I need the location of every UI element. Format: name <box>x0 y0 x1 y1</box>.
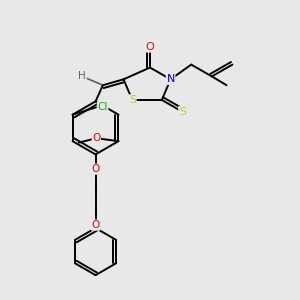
Text: H: H <box>78 71 86 81</box>
Text: N: N <box>167 74 175 84</box>
Text: O: O <box>146 42 154 52</box>
Text: O: O <box>92 164 100 174</box>
Text: S: S <box>129 95 136 105</box>
Text: Cl: Cl <box>98 102 108 112</box>
Text: O: O <box>92 133 101 143</box>
Text: O: O <box>92 220 100 230</box>
Text: S: S <box>179 107 186 117</box>
